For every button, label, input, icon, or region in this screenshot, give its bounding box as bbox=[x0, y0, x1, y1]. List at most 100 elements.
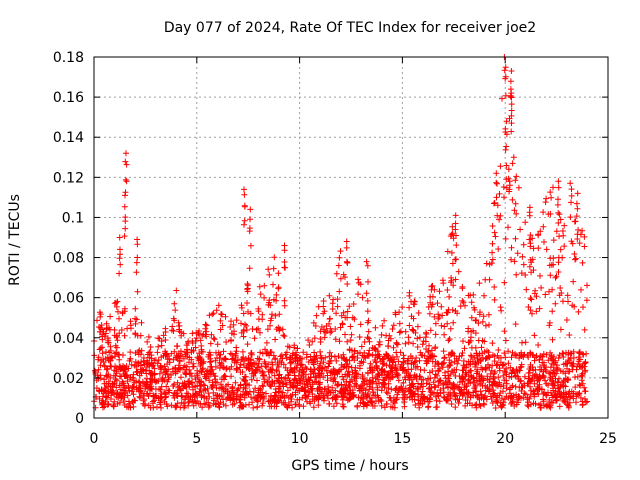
data-point bbox=[175, 319, 182, 326]
data-point bbox=[145, 333, 152, 340]
data-point bbox=[178, 387, 184, 394]
data-point bbox=[206, 393, 213, 400]
data-point bbox=[406, 304, 413, 311]
data-point bbox=[478, 391, 485, 398]
data-point bbox=[150, 398, 156, 405]
data-point bbox=[445, 351, 452, 358]
data-point bbox=[284, 343, 291, 350]
data-point bbox=[345, 381, 352, 388]
data-point bbox=[417, 400, 424, 406]
data-point bbox=[530, 400, 537, 407]
data-point bbox=[555, 355, 562, 362]
data-point bbox=[349, 369, 356, 376]
data-point bbox=[568, 199, 574, 206]
data-point bbox=[400, 379, 407, 386]
data-point bbox=[123, 178, 130, 185]
data-point bbox=[576, 350, 583, 357]
data-point bbox=[302, 395, 309, 402]
data-point bbox=[581, 360, 588, 367]
data-point bbox=[234, 357, 241, 364]
data-point bbox=[247, 206, 254, 213]
data-point bbox=[499, 95, 505, 102]
data-point bbox=[157, 401, 164, 408]
data-point bbox=[326, 292, 333, 299]
data-point bbox=[344, 281, 351, 287]
data-point bbox=[401, 399, 408, 405]
data-point bbox=[115, 351, 122, 358]
data-point bbox=[443, 381, 450, 388]
data-point bbox=[255, 308, 262, 315]
data-point bbox=[122, 373, 129, 380]
data-point bbox=[121, 233, 128, 240]
data-point bbox=[505, 224, 511, 231]
data-point bbox=[284, 387, 291, 394]
data-point bbox=[398, 383, 405, 390]
data-point bbox=[369, 384, 376, 391]
data-point bbox=[151, 370, 158, 377]
data-point bbox=[314, 385, 321, 392]
data-point bbox=[555, 220, 562, 226]
data-point bbox=[308, 385, 315, 392]
data-point bbox=[566, 368, 573, 375]
data-point bbox=[503, 371, 510, 378]
data-point bbox=[240, 326, 247, 333]
data-point bbox=[508, 354, 515, 361]
data-point bbox=[449, 307, 456, 313]
data-point bbox=[263, 339, 270, 346]
data-point bbox=[251, 335, 258, 342]
data-point bbox=[172, 370, 179, 377]
data-point bbox=[486, 379, 493, 386]
data-point bbox=[501, 350, 508, 357]
data-point bbox=[130, 391, 137, 398]
data-point bbox=[525, 399, 531, 406]
data-point bbox=[316, 362, 323, 369]
data-point bbox=[134, 241, 141, 248]
data-point bbox=[406, 394, 413, 401]
data-point bbox=[451, 358, 458, 365]
data-point bbox=[502, 235, 509, 242]
data-point bbox=[105, 401, 112, 407]
data-point bbox=[98, 357, 105, 364]
data-point bbox=[512, 200, 519, 207]
data-point bbox=[137, 388, 143, 395]
data-point bbox=[97, 325, 104, 331]
data-point bbox=[452, 392, 459, 399]
data-point bbox=[529, 372, 536, 379]
data-point bbox=[576, 356, 583, 363]
data-point bbox=[548, 355, 554, 362]
data-point bbox=[175, 362, 182, 369]
data-point bbox=[560, 354, 567, 360]
data-point bbox=[300, 403, 307, 410]
data-point bbox=[492, 405, 499, 411]
data-point bbox=[466, 400, 473, 407]
data-point bbox=[570, 278, 577, 285]
data-point bbox=[354, 402, 361, 409]
data-point bbox=[241, 202, 248, 209]
data-point bbox=[412, 390, 419, 397]
data-point bbox=[508, 101, 515, 108]
data-point bbox=[299, 366, 305, 373]
data-point bbox=[136, 379, 143, 386]
data-point bbox=[418, 380, 425, 387]
data-point bbox=[327, 315, 333, 322]
data-point bbox=[129, 388, 136, 395]
data-point bbox=[103, 380, 110, 387]
data-point bbox=[335, 353, 342, 360]
data-point bbox=[213, 307, 220, 314]
data-point bbox=[266, 403, 273, 410]
data-point bbox=[363, 290, 370, 297]
data-point bbox=[329, 395, 336, 402]
data-point bbox=[449, 260, 456, 267]
data-point bbox=[294, 396, 301, 403]
data-point bbox=[399, 367, 406, 374]
data-point bbox=[291, 376, 298, 383]
data-point bbox=[423, 346, 429, 352]
data-point bbox=[432, 371, 439, 378]
data-point bbox=[241, 217, 248, 224]
data-point bbox=[190, 402, 197, 409]
data-point bbox=[275, 284, 282, 291]
data-point bbox=[184, 353, 191, 360]
data-point bbox=[499, 362, 506, 369]
data-point bbox=[546, 396, 553, 403]
data-point bbox=[350, 393, 357, 400]
